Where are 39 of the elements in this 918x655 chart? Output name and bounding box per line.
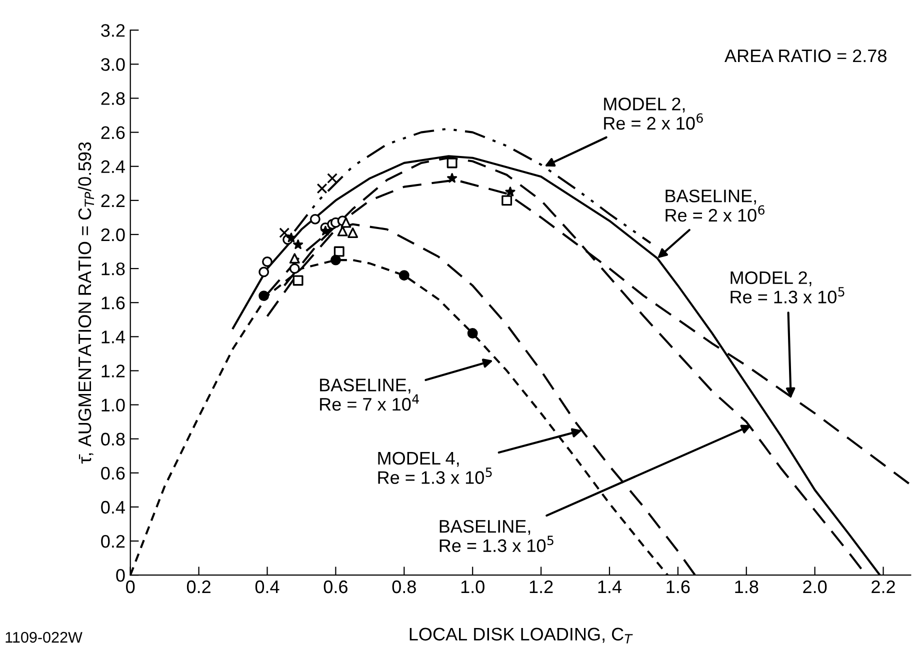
y-tick-label: 2.8 — [101, 92, 125, 105]
x-tick-label: 0.2 — [186, 580, 210, 594]
y-tick-label: 2.0 — [101, 228, 125, 242]
x-tick-label: 2.0 — [803, 580, 827, 594]
x-tick-label: 0.4 — [255, 580, 280, 594]
y-tick-label: 1.0 — [102, 398, 125, 412]
y-tick-label: 3.2 — [101, 24, 125, 37]
text: 1109-022W — [6, 632, 82, 643]
y-tick-label: 1.4 — [102, 330, 125, 344]
y-tick-label: 0.4 — [101, 500, 125, 514]
annotation: BASELINE, Re = 1.3 x 10$^{5}$ — [440, 520, 554, 552]
annotation: AREA RATIO = 2.78 — [724, 49, 886, 62]
x-tick-label: 1.4 — [598, 580, 622, 594]
y-tick-label: 2.2 — [101, 194, 125, 207]
annotation: MODEL 2, Re = 1.3 x 10$^{5}$ — [730, 271, 844, 304]
x-tick-label: 0.6 — [324, 580, 348, 594]
y-tick-label: 1.8 — [102, 262, 125, 276]
x-tick-label: 1.2 — [530, 580, 553, 594]
x-axis-title: LOCAL DISK LOADING, C$_{T}$ — [410, 628, 633, 644]
annotation: MODEL 2, Re = 2 x 10$^{6}$ — [604, 98, 703, 130]
y-tick-label: 1.6 — [102, 296, 125, 310]
x-tick-label: 1.0 — [461, 580, 484, 594]
y-tick-label: 1.2 — [102, 364, 125, 378]
x-tick-label: 2.2 — [872, 580, 895, 594]
y-tick-label: 0 — [116, 569, 125, 582]
y-tick-label: 2.4 — [101, 160, 125, 173]
y-tick-label: 0.2 — [101, 534, 125, 548]
annotation: MODEL 4, Re = 1.3 x 10$^{5}$ — [378, 452, 492, 484]
x-tick-label: 1.6 — [666, 580, 690, 594]
y-axis-title: τ̄, AUGMENTATION RATIO = C$_{TP}$/0.593 — [78, 142, 94, 464]
x-tick-label: 0.8 — [392, 580, 416, 594]
annotation: BASELINE, Re = 2 x 10$^{6}$ — [666, 190, 765, 222]
y-tick-label: 2.6 — [101, 126, 125, 140]
y-tick-label: 3.0 — [101, 58, 125, 71]
x-tick-label: 0 — [126, 580, 135, 594]
y-tick-label: 0.8 — [101, 432, 125, 446]
annotation: BASELINE, Re = 7 x 10$^{4}$ — [320, 378, 419, 411]
y-tick-label: 0.6 — [101, 466, 125, 480]
x-tick-label: 1.8 — [735, 580, 758, 594]
